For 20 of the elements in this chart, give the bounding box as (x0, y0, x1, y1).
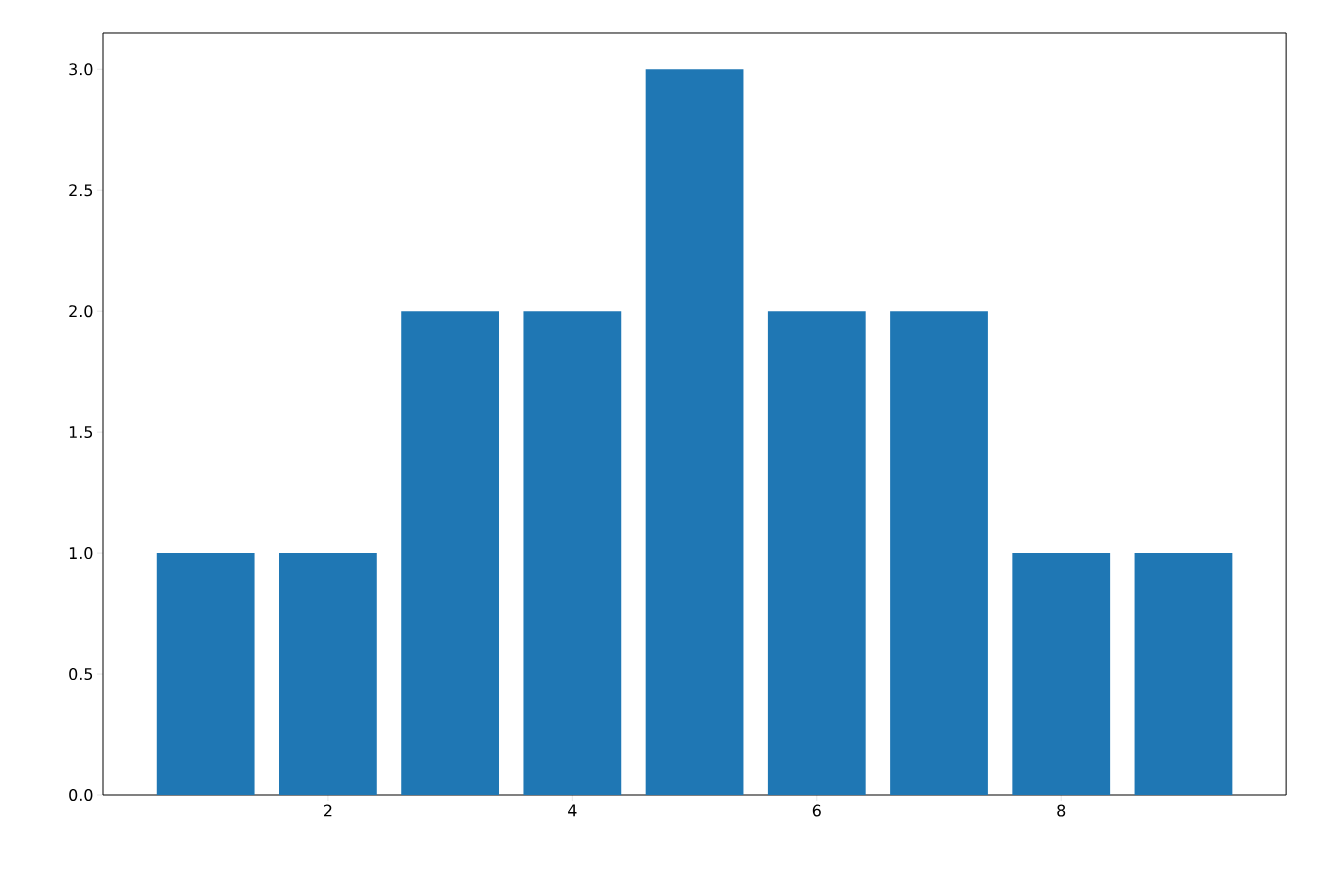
y-tick-label: 0.0 (69, 788, 93, 802)
y-tick-label: 0.5 (69, 668, 93, 681)
bar (645, 69, 744, 795)
bar (156, 553, 255, 795)
bar (401, 311, 500, 795)
bar (767, 311, 866, 795)
y-tick-label: 1.5 (69, 426, 93, 439)
x-tick-label: 2 (323, 804, 332, 817)
y-tick-label: 3.0 (69, 63, 93, 76)
y-tick-label: 1.0 (69, 547, 93, 560)
bar (1134, 553, 1233, 795)
x-tick-label: 8 (1057, 804, 1066, 817)
bar (279, 553, 377, 795)
y-tick-label: 2.5 (69, 184, 93, 197)
bar (890, 311, 988, 795)
bar (523, 311, 622, 795)
bar (1012, 553, 1111, 795)
x-tick-label: 4 (568, 804, 577, 817)
y-tick-label: 2.0 (69, 305, 93, 318)
x-tick-label: 6 (812, 804, 821, 817)
